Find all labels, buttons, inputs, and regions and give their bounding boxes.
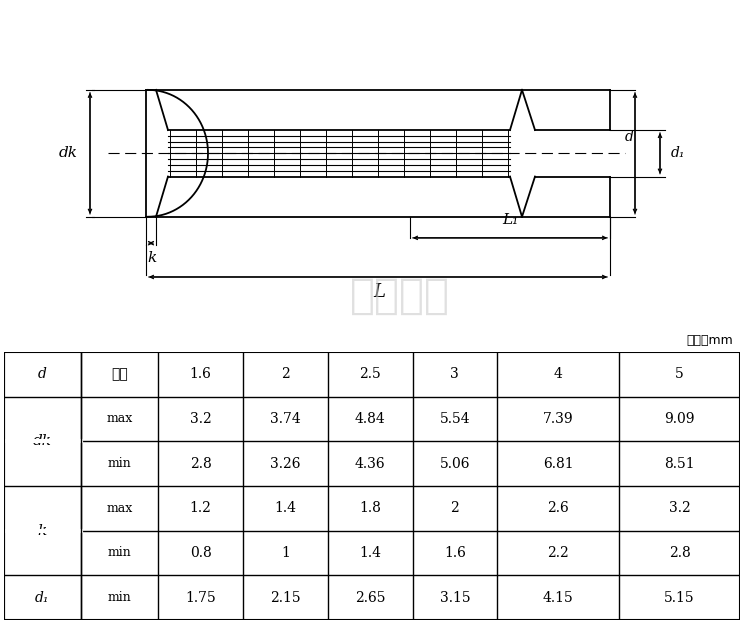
Text: d: d (38, 368, 47, 381)
Text: d: d (624, 130, 633, 145)
Text: 0.8: 0.8 (190, 546, 211, 560)
Text: 5.06: 5.06 (440, 457, 470, 470)
Text: 1.8: 1.8 (359, 502, 381, 515)
Text: 5.15: 5.15 (664, 591, 695, 604)
Text: 1.75: 1.75 (185, 591, 216, 604)
Text: min: min (108, 591, 132, 604)
Text: min: min (108, 546, 132, 559)
Text: d₁: d₁ (35, 591, 50, 604)
Text: 8.51: 8.51 (664, 457, 695, 470)
Text: 5.54: 5.54 (440, 412, 470, 426)
Text: 9.09: 9.09 (664, 412, 695, 426)
Text: 3.2: 3.2 (669, 502, 690, 515)
Text: 3.2: 3.2 (190, 412, 211, 426)
Text: 3.15: 3.15 (440, 591, 470, 604)
Text: 1.4: 1.4 (275, 502, 296, 515)
Text: max: max (106, 412, 133, 426)
Text: 6.81: 6.81 (542, 457, 574, 470)
Text: 3.26: 3.26 (270, 457, 301, 470)
Text: k: k (147, 251, 157, 265)
Text: 2.65: 2.65 (355, 591, 385, 604)
Text: 4.36: 4.36 (355, 457, 385, 470)
Text: 1.4: 1.4 (359, 546, 381, 560)
Text: max: max (106, 502, 133, 515)
Text: dk: dk (33, 434, 52, 449)
Text: 4.15: 4.15 (542, 591, 574, 604)
Text: 公称: 公称 (112, 368, 128, 381)
Text: 2.6: 2.6 (547, 502, 569, 515)
Text: L₁: L₁ (502, 213, 518, 227)
Text: 1.6: 1.6 (444, 546, 466, 560)
Text: min: min (108, 457, 132, 470)
Text: 1.2: 1.2 (190, 502, 212, 515)
Text: 2: 2 (281, 368, 290, 381)
Text: 3: 3 (450, 368, 459, 381)
Text: k: k (38, 523, 47, 538)
Text: 单位：mm: 单位：mm (686, 334, 733, 346)
Text: 2.8: 2.8 (190, 457, 211, 470)
Text: 3.74: 3.74 (270, 412, 301, 426)
Text: 4: 4 (554, 368, 562, 381)
Text: 海平五金: 海平五金 (350, 275, 450, 317)
Text: 2.2: 2.2 (547, 546, 569, 560)
Text: dk: dk (59, 146, 77, 160)
Text: 1.6: 1.6 (190, 368, 212, 381)
Text: 2.8: 2.8 (669, 546, 690, 560)
Text: 1: 1 (281, 546, 290, 560)
Text: L: L (373, 283, 385, 301)
Text: d₁: d₁ (671, 146, 685, 160)
Text: 5: 5 (675, 368, 684, 381)
Text: 2.15: 2.15 (270, 591, 301, 604)
Text: 7.39: 7.39 (542, 412, 574, 426)
Text: 4.84: 4.84 (355, 412, 385, 426)
Text: 2.5: 2.5 (359, 368, 381, 381)
Text: 2: 2 (450, 502, 459, 515)
